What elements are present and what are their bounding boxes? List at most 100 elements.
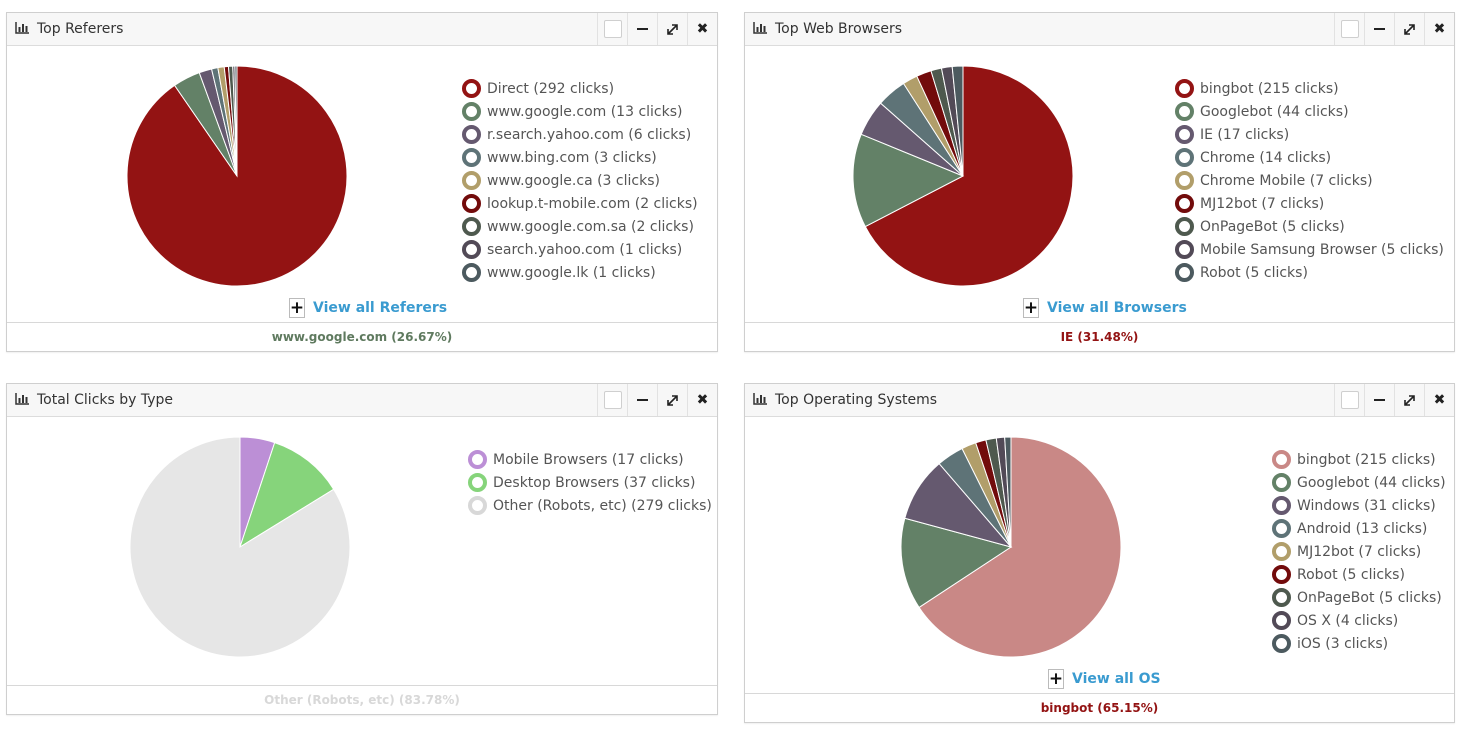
legend-item[interactable]: Direct (292 clicks) <box>462 77 698 100</box>
legend-item[interactable]: Googlebot (44 clicks) <box>1272 471 1446 494</box>
legend-swatch-icon <box>1175 194 1194 213</box>
select-checkbox[interactable] <box>597 384 627 416</box>
legend-item[interactable]: search.yahoo.com (1 clicks) <box>462 238 698 261</box>
minimize-button[interactable] <box>627 384 657 416</box>
legend-swatch-icon <box>462 217 481 236</box>
legend-item[interactable]: Googlebot (44 clicks) <box>1175 100 1444 123</box>
bar-chart-icon <box>15 22 29 34</box>
legend-item[interactable]: MJ12bot (7 clicks) <box>1272 540 1446 563</box>
legend-item[interactable]: lookup.t-mobile.com (2 clicks) <box>462 192 698 215</box>
panel-title: Top Operating Systems <box>775 392 938 408</box>
pie-slice[interactable] <box>918 437 1121 657</box>
pie-slice[interactable] <box>234 66 238 177</box>
legend-item[interactable]: Other (Robots, etc) (279 clicks) <box>468 494 712 517</box>
pie-slice[interactable] <box>951 66 964 177</box>
legend-item[interactable]: bingbot (215 clicks) <box>1272 448 1446 471</box>
expand-button[interactable] <box>657 384 687 416</box>
select-checkbox[interactable] <box>597 13 627 45</box>
minimize-button[interactable] <box>627 13 657 45</box>
legend-swatch-icon <box>462 79 481 98</box>
legend: Direct (292 clicks) www.google.com (13 cl… <box>462 77 698 284</box>
legend-item[interactable]: r.search.yahoo.com (6 clicks) <box>462 123 698 146</box>
legend-label: Mobile Browsers (17 clicks) <box>493 451 684 468</box>
legend-swatch-icon <box>1175 102 1194 121</box>
select-checkbox[interactable] <box>1334 13 1364 45</box>
legend-item[interactable]: Robot (5 clicks) <box>1175 261 1444 284</box>
legend-item[interactable]: Mobile Browsers (17 clicks) <box>468 448 712 471</box>
legend-swatch-icon <box>1272 565 1291 584</box>
legend-swatch-icon <box>1175 148 1194 167</box>
plus-icon: + <box>1048 668 1064 689</box>
close-button[interactable]: ✖ <box>1424 13 1454 45</box>
legend-item[interactable]: Windows (31 clicks) <box>1272 494 1446 517</box>
close-button[interactable]: ✖ <box>687 384 717 416</box>
legend-item[interactable]: www.google.com.sa (2 clicks) <box>462 215 698 238</box>
legend-item[interactable]: MJ12bot (7 clicks) <box>1175 192 1444 215</box>
view-all-os-link[interactable]: + View all OS <box>1048 669 1161 689</box>
legend-swatch-icon <box>462 194 481 213</box>
pie-slice[interactable] <box>130 437 350 657</box>
legend-swatch-icon <box>1175 217 1194 236</box>
legend-label: Other (Robots, etc) (279 clicks) <box>493 497 712 514</box>
legend-item[interactable]: Chrome (14 clicks) <box>1175 146 1444 169</box>
legend-label: OnPageBot (5 clicks) <box>1297 589 1442 606</box>
legend-item[interactable]: iOS (3 clicks) <box>1272 632 1446 655</box>
close-button[interactable]: ✖ <box>687 13 717 45</box>
legend-item[interactable]: OS X (4 clicks) <box>1272 609 1446 632</box>
expand-button[interactable] <box>657 13 687 45</box>
legend-label: lookup.t-mobile.com (2 clicks) <box>487 195 698 212</box>
legend-item[interactable]: OnPageBot (5 clicks) <box>1175 215 1444 238</box>
legend-item[interactable]: Chrome Mobile (7 clicks) <box>1175 169 1444 192</box>
legend-label: www.google.com (13 clicks) <box>487 103 683 120</box>
legend-item[interactable]: bingbot (215 clicks) <box>1175 77 1444 100</box>
view-all-referers-link[interactable]: + View all Referers <box>289 298 447 318</box>
legend-item[interactable]: www.google.com (13 clicks) <box>462 100 698 123</box>
pie-slice[interactable] <box>864 66 1073 286</box>
legend-swatch-icon <box>1175 263 1194 282</box>
pie-slice[interactable] <box>901 517 1013 609</box>
legend-swatch-icon <box>1272 473 1291 492</box>
expand-button[interactable] <box>1394 13 1424 45</box>
legend: bingbot (215 clicks) Googlebot (44 clicks… <box>1272 448 1446 655</box>
select-checkbox[interactable] <box>1334 384 1364 416</box>
legend-item[interactable]: www.google.lk (1 clicks) <box>462 261 698 284</box>
legend-item[interactable]: IE (17 clicks) <box>1175 123 1444 146</box>
chart-hover-footer: bingbot (65.15%) <box>745 693 1454 722</box>
legend-item[interactable]: OnPageBot (5 clicks) <box>1272 586 1446 609</box>
legend-label: Direct (292 clicks) <box>487 80 615 97</box>
pie-slice[interactable] <box>853 133 965 228</box>
close-icon: ✖ <box>696 392 709 408</box>
minus-icon <box>1374 399 1385 401</box>
legend-swatch-icon <box>1272 588 1291 607</box>
legend-item[interactable]: www.bing.com (3 clicks) <box>462 146 698 169</box>
view-all-label: View all OS <box>1072 671 1161 687</box>
legend-swatch-icon <box>1175 79 1194 98</box>
pie-slice[interactable] <box>1004 437 1012 548</box>
minimize-button[interactable] <box>1364 13 1394 45</box>
pie-slice[interactable] <box>239 441 335 549</box>
legend-item[interactable]: Robot (5 clicks) <box>1272 563 1446 586</box>
close-button[interactable]: ✖ <box>1424 384 1454 416</box>
legend-label: Chrome (14 clicks) <box>1200 149 1332 166</box>
legend-item[interactable]: Desktop Browsers (37 clicks) <box>468 471 712 494</box>
expand-icon <box>1404 394 1415 406</box>
legend-item[interactable]: www.google.ca (3 clicks) <box>462 169 698 192</box>
legend-swatch-icon <box>1175 125 1194 144</box>
legend-label: www.google.com.sa (2 clicks) <box>487 218 694 235</box>
legend-item[interactable]: Mobile Samsung Browser (5 clicks) <box>1175 238 1444 261</box>
legend-label: www.google.lk (1 clicks) <box>487 264 656 281</box>
referers-pie-chart <box>127 66 347 286</box>
legend-swatch-icon <box>462 102 481 121</box>
legend-item[interactable]: Android (13 clicks) <box>1272 517 1446 540</box>
view-all-browsers-link[interactable]: + View all Browsers <box>1023 298 1187 318</box>
legend-label: OnPageBot (5 clicks) <box>1200 218 1345 235</box>
legend-swatch-icon <box>462 263 481 282</box>
expand-icon <box>667 23 678 35</box>
legend-swatch-icon <box>1175 240 1194 259</box>
panel-header: Top Referers ✖ <box>7 13 717 46</box>
minimize-button[interactable] <box>1364 384 1394 416</box>
legend-label: Googlebot (44 clicks) <box>1200 103 1349 120</box>
legend-label: Robot (5 clicks) <box>1297 566 1405 583</box>
legend-label: Chrome Mobile (7 clicks) <box>1200 172 1373 189</box>
expand-button[interactable] <box>1394 384 1424 416</box>
